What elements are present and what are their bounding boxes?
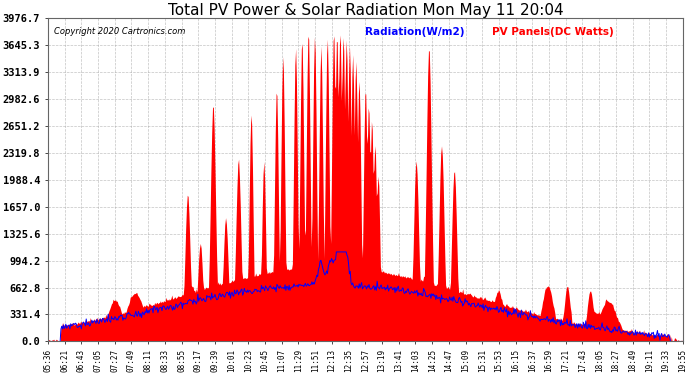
Text: PV Panels(DC Watts): PV Panels(DC Watts)	[492, 27, 614, 38]
Title: Total PV Power & Solar Radiation Mon May 11 20:04: Total PV Power & Solar Radiation Mon May…	[168, 3, 563, 18]
Text: Copyright 2020 Cartronics.com: Copyright 2020 Cartronics.com	[55, 27, 186, 36]
Text: Radiation(W/m2): Radiation(W/m2)	[365, 27, 465, 38]
